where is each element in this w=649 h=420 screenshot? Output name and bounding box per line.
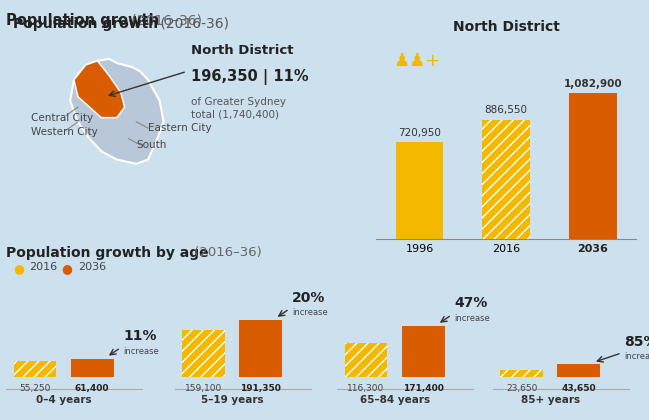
Text: Central City: Central City: [31, 113, 93, 123]
Text: Population growth: Population growth: [6, 13, 160, 29]
Bar: [569, 93, 617, 239]
FancyBboxPatch shape: [182, 330, 225, 377]
FancyBboxPatch shape: [239, 320, 282, 377]
FancyBboxPatch shape: [557, 364, 600, 377]
Text: 886,550: 886,550: [485, 105, 528, 116]
Text: 11%: 11%: [123, 329, 157, 343]
Text: 1,082,900: 1,082,900: [563, 79, 622, 89]
Text: 61,400: 61,400: [75, 384, 110, 393]
Text: 85+ years: 85+ years: [520, 395, 580, 404]
Text: (2016–36): (2016–36): [127, 14, 202, 28]
Text: Western City: Western City: [31, 127, 98, 137]
FancyBboxPatch shape: [345, 343, 387, 377]
Text: 23,650: 23,650: [506, 384, 537, 393]
Title: North District: North District: [453, 20, 559, 34]
Text: 159,100: 159,100: [185, 384, 223, 393]
FancyBboxPatch shape: [71, 359, 114, 377]
Text: ●: ●: [13, 262, 24, 276]
Text: 47%: 47%: [454, 297, 488, 310]
Text: 116,300: 116,300: [347, 384, 385, 393]
FancyBboxPatch shape: [14, 361, 56, 377]
Polygon shape: [74, 61, 125, 118]
Text: 55,250: 55,250: [19, 384, 51, 393]
Text: increase: increase: [624, 352, 649, 361]
Text: North District: North District: [191, 44, 293, 57]
Text: 20%: 20%: [292, 291, 326, 304]
Text: 720,950: 720,950: [398, 128, 441, 138]
Text: 2016: 2016: [29, 262, 57, 273]
Text: 43,650: 43,650: [561, 384, 596, 393]
Text: South: South: [136, 140, 167, 150]
Text: 171,400: 171,400: [403, 384, 443, 393]
Text: 85%: 85%: [624, 335, 649, 349]
Text: 191,350: 191,350: [241, 384, 281, 393]
Text: increase: increase: [292, 308, 328, 317]
Text: 2036: 2036: [78, 262, 106, 273]
Text: Eastern City: Eastern City: [148, 123, 212, 133]
Polygon shape: [70, 59, 164, 164]
FancyBboxPatch shape: [402, 326, 445, 377]
Text: (2016–36): (2016–36): [190, 246, 262, 259]
Text: ♟♟+: ♟♟+: [394, 52, 441, 70]
Text: ●: ●: [62, 262, 73, 276]
Text: Population growth: Population growth: [13, 17, 158, 31]
FancyBboxPatch shape: [500, 370, 543, 377]
Text: increase: increase: [454, 314, 490, 323]
Text: of Greater Sydney
total (1,740,400): of Greater Sydney total (1,740,400): [191, 97, 286, 120]
Text: (2016-36): (2016-36): [156, 17, 229, 31]
Text: Population growth by age: Population growth by age: [6, 246, 209, 260]
Text: 196,350 | 11%: 196,350 | 11%: [191, 69, 308, 85]
Text: 0–4 years: 0–4 years: [36, 395, 92, 404]
Bar: [396, 142, 443, 239]
Bar: [482, 120, 530, 239]
Text: 5–19 years: 5–19 years: [201, 395, 263, 404]
Text: 65–84 years: 65–84 years: [360, 395, 430, 404]
Text: increase: increase: [123, 347, 159, 356]
